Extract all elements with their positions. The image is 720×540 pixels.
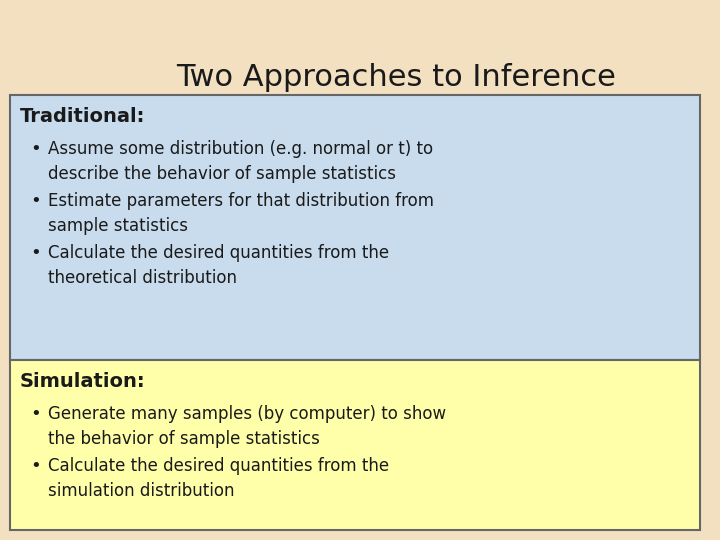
Text: Traditional:: Traditional: — [20, 107, 145, 126]
Bar — [10, 95, 700, 360]
Text: Simulation:: Simulation: — [20, 372, 145, 391]
Text: Calculate the desired quantities from the
simulation distribution: Calculate the desired quantities from th… — [48, 457, 389, 500]
Bar — [10, 360, 700, 530]
Text: •: • — [30, 244, 41, 262]
Text: Assume some distribution (e.g. normal or t) to
describe the behavior of sample s: Assume some distribution (e.g. normal or… — [48, 140, 433, 183]
Text: •: • — [30, 405, 41, 423]
Text: •: • — [30, 192, 41, 210]
Text: Two Approaches to Inference: Two Approaches to Inference — [176, 64, 616, 92]
Text: •: • — [30, 457, 41, 475]
Text: •: • — [30, 140, 41, 158]
Text: Calculate the desired quantities from the
theoretical distribution: Calculate the desired quantities from th… — [48, 244, 389, 287]
Text: Estimate parameters for that distribution from
sample statistics: Estimate parameters for that distributio… — [48, 192, 434, 235]
Text: Generate many samples (by computer) to show
the behavior of sample statistics: Generate many samples (by computer) to s… — [48, 405, 446, 448]
